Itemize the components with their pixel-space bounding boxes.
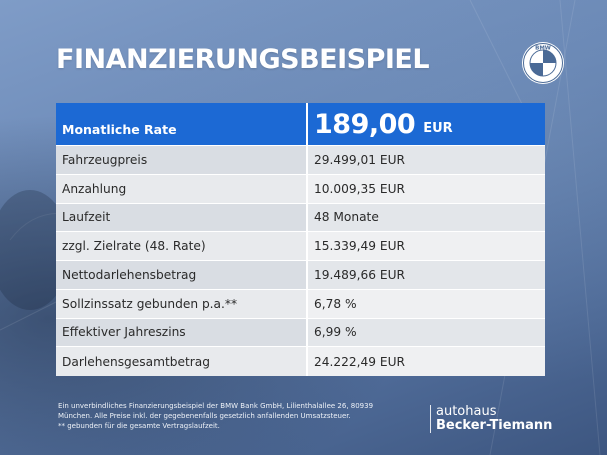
footnote-line: München. Alle Preise inkl. der gegebenen… (58, 412, 351, 420)
svg-text:BMW: BMW (535, 46, 551, 52)
row-label: Anzahlung (56, 174, 308, 203)
table-row: Fahrzeugpreis 29.499,01 EUR (56, 146, 545, 175)
row-label: Laufzeit (56, 203, 308, 232)
row-value: 10.009,35 EUR (308, 174, 545, 203)
monthly-rate-unit: EUR (423, 120, 453, 136)
legal-footnote: Ein unverbindliches Finanzierungsbeispie… (58, 401, 388, 431)
dealer-name-line2: Becker-Tiemann (436, 418, 553, 433)
monthly-rate-value-cell: 189,00 EUR (308, 103, 545, 145)
table-row: Effektiver Jahreszins 6,99 % (56, 318, 545, 348)
row-value: 15.339,49 EUR (308, 232, 545, 260)
page-title: FINANZIERUNGSBEISPIEL (56, 44, 430, 75)
table-row: zzgl. Zielrate (48. Rate) 15.339,49 EUR (56, 232, 545, 261)
footnote-line: ** gebunden für die gesamte Vertragslauf… (58, 422, 220, 430)
row-value: 24.222,49 EUR (308, 347, 545, 376)
bmw-logo: BMW (521, 41, 565, 85)
table-row: Anzahlung 10.009,35 EUR (56, 174, 545, 204)
footnote-line: Ein unverbindliches Finanzierungsbeispie… (58, 402, 374, 410)
row-label: zzgl. Zielrate (48. Rate) (56, 232, 308, 260)
table-row: Darlehensgesamtbetrag 24.222,49 EUR (56, 347, 545, 376)
monthly-rate-value: 189,00 (314, 108, 416, 140)
row-value: 19.489,66 EUR (308, 261, 545, 289)
row-value: 29.499,01 EUR (308, 146, 545, 174)
dealer-name-line1: autohaus (436, 404, 497, 419)
row-label: Fahrzeugpreis (56, 146, 308, 174)
table-row-monthly-rate: Monatliche Rate 189,00 EUR (56, 103, 545, 146)
row-value: 6,99 % (308, 318, 545, 347)
table-row: Laufzeit 48 Monate (56, 203, 545, 233)
row-value: 48 Monate (308, 203, 545, 232)
row-label: Nettodarlehensbetrag (56, 261, 308, 289)
table-row: Nettodarlehensbetrag 19.489,66 EUR (56, 261, 545, 290)
financing-table: Monatliche Rate 189,00 EUR Fahrzeugpreis… (56, 103, 545, 376)
row-value: 6,78 % (308, 289, 545, 318)
dealer-logo: autohaus Becker-Tiemann (430, 405, 552, 433)
row-label: Effektiver Jahreszins (56, 318, 308, 347)
row-label: Darlehensgesamtbetrag (56, 347, 308, 376)
row-label: Sollzinssatz gebunden p.a.** (56, 289, 308, 318)
monthly-rate-label: Monatliche Rate (56, 103, 308, 145)
table-row: Sollzinssatz gebunden p.a.** 6,78 % (56, 289, 545, 319)
